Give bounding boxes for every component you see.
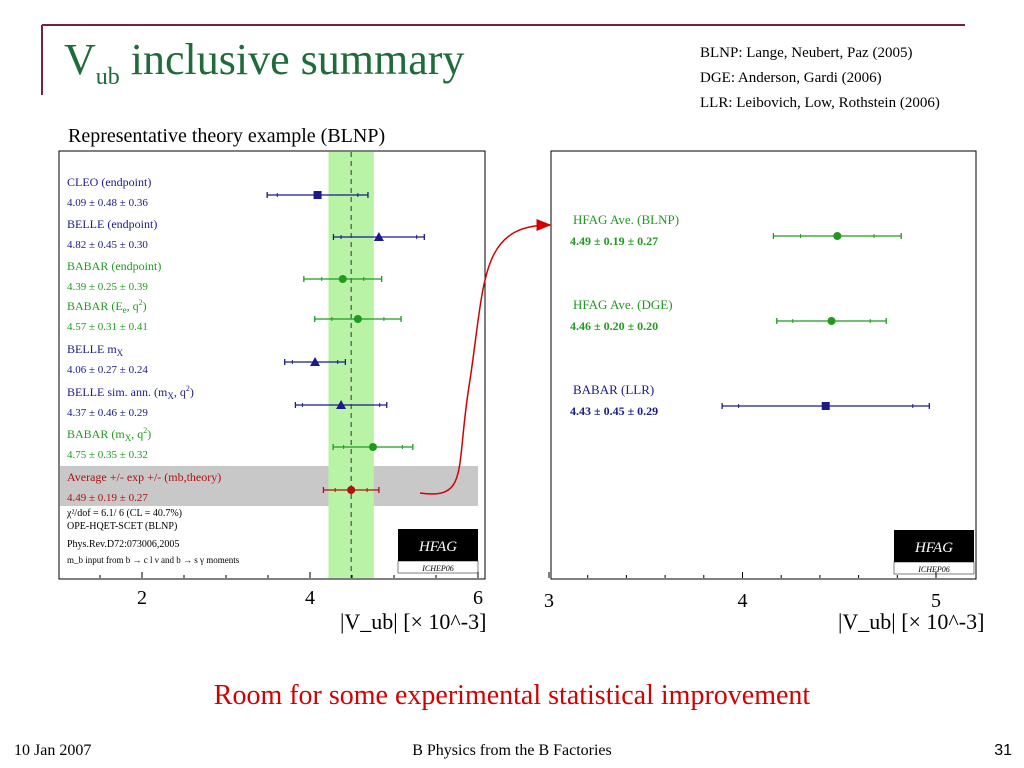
data-point-4: [310, 357, 321, 366]
bottom-message: Room for some experimental statistical i…: [213, 680, 811, 711]
entry-label-4: BELLE mX: [67, 342, 124, 358]
entry-label-1: BELLE (endpoint): [67, 217, 157, 231]
right-entry-value-0: 4.49 ± 0.19 ± 0.27: [570, 234, 658, 248]
right-entry-value-2: 4.43 ± 0.45 ± 0.29: [570, 404, 658, 418]
entry-value-1: 4.82 ± 0.45 ± 0.30: [67, 239, 148, 251]
data-point-7: [347, 486, 356, 494]
slide-title: Vub inclusive summary: [64, 35, 465, 90]
plot-subtitle: Representative theory example (BLNP): [68, 125, 386, 147]
data-point-0: [313, 191, 322, 199]
left-plot-frame: [58, 150, 486, 580]
right-entry-value-1: 4.46 ± 0.20 ± 0.20: [570, 319, 658, 333]
data-point-3: [353, 315, 362, 323]
data-point-1: [373, 232, 384, 241]
footer-title: B Physics from the B Factories: [412, 742, 612, 759]
entry-label-3: BABAR (Ee, q2): [67, 298, 147, 315]
footnote-mb: m_b input from b → c l ν and b → s γ mom…: [67, 555, 240, 565]
left-axis-label: |V_ub| [× 10^-3]: [340, 609, 486, 634]
right-data-point-2: [821, 402, 830, 410]
right-x-tick-label-0: 3: [544, 590, 554, 612]
reference-dge: DGE: Anderson, Gardi (2006): [700, 70, 882, 86]
title-v: V: [64, 35, 96, 84]
entry-value-2: 4.39 ± 0.25 ± 0.39: [67, 281, 148, 293]
ichep-badge-text: ICHEP06: [917, 565, 950, 574]
x-tick-label-2: 6: [473, 587, 483, 609]
right-plot-frame: [550, 150, 977, 580]
entry-label-6: BABAR (mX, q2): [67, 426, 151, 443]
reference-blnp: BLNP: Lange, Neubert, Paz (2005): [700, 45, 913, 61]
right-data-point-0: [833, 232, 842, 240]
right-entry-label-1: HFAG Ave. (DGE): [573, 297, 673, 312]
right-x-tick-label-2: 5: [931, 590, 941, 612]
average-row-bg: [60, 466, 478, 506]
hfag-badge-text: HFAG: [914, 540, 953, 556]
footnote-ref: Phys.Rev.D72:073006,2005: [67, 539, 179, 550]
entry-label-5: BELLE sim. ann. (mX, q2): [67, 384, 194, 401]
entry-value-3: 4.57 ± 0.31 ± 0.41: [67, 321, 148, 333]
data-point-5: [336, 400, 347, 409]
right-data-point-1: [827, 317, 836, 325]
left-footnotes: χ²/dof = 6.1/ 6 (CL = 40.7%) OPE-HQET-SC…: [66, 508, 240, 565]
right-entry-label-0: HFAG Ave. (BLNP): [573, 212, 679, 227]
entry-value-6: 4.75 ± 0.35 ± 0.32: [67, 449, 148, 461]
entry-label-2: BABAR (endpoint): [67, 259, 161, 273]
title-rest: inclusive summary: [119, 35, 465, 84]
entry-value-4: 4.06 ± 0.27 ± 0.24: [67, 364, 148, 376]
hfag-badge-text: HFAG: [418, 539, 457, 555]
right-axis-label: |V_ub| [× 10^-3]: [838, 609, 984, 634]
x-tick-label-0: 2: [137, 587, 147, 609]
data-point-6: [369, 443, 377, 451]
title-subscript: ub: [95, 64, 120, 90]
footnote-model: OPE-HQET-SCET (BLNP): [67, 521, 177, 532]
left-hfag-badge: HFAG ICHEP06: [397, 529, 479, 574]
reference-llr: LLR: Leibovich, Low, Rothstein (2006): [700, 95, 940, 111]
entry-value-5: 4.37 ± 0.46 ± 0.29: [67, 407, 148, 419]
entry-label-7: Average +/- exp +/- (mb,theory): [67, 470, 221, 484]
page-number: 31: [994, 742, 1012, 759]
right-entry-label-2: BABAR (LLR): [573, 382, 654, 397]
right-hfag-badge: HFAG ICHEP06: [893, 530, 975, 575]
footnote-chi2: χ²/dof = 6.1/ 6 (CL = 40.7%): [66, 508, 182, 519]
entry-value-0: 4.09 ± 0.48 ± 0.36: [67, 197, 148, 209]
ichep-badge-text: ICHEP06: [421, 564, 454, 573]
arrow-path: [419, 219, 552, 495]
entry-label-0: CLEO (endpoint): [67, 175, 151, 189]
x-tick-label-1: 4: [305, 587, 315, 609]
entry-value-7: 4.49 ± 0.19 ± 0.27: [67, 492, 148, 504]
footer-date: 10 Jan 2007: [14, 742, 92, 759]
data-point-2: [338, 275, 347, 283]
right-x-tick-label-1: 4: [738, 590, 748, 612]
